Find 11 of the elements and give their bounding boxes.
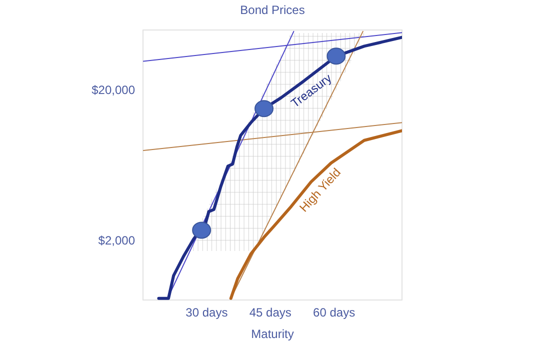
point [254, 100, 274, 118]
x-tick-label: 45 days [249, 306, 292, 320]
x-tick-label: 60 days [313, 306, 356, 320]
y-tick-label: $20,000 [92, 83, 136, 98]
chart-title: Bond Prices [240, 3, 305, 17]
line-series [229, 129, 402, 300]
x-axis-title: Maturity [251, 327, 294, 341]
x-tick-label: 30 days [186, 306, 228, 320]
y-tick-label: $2,000 [98, 233, 136, 248]
point [326, 48, 346, 65]
point [192, 222, 212, 239]
